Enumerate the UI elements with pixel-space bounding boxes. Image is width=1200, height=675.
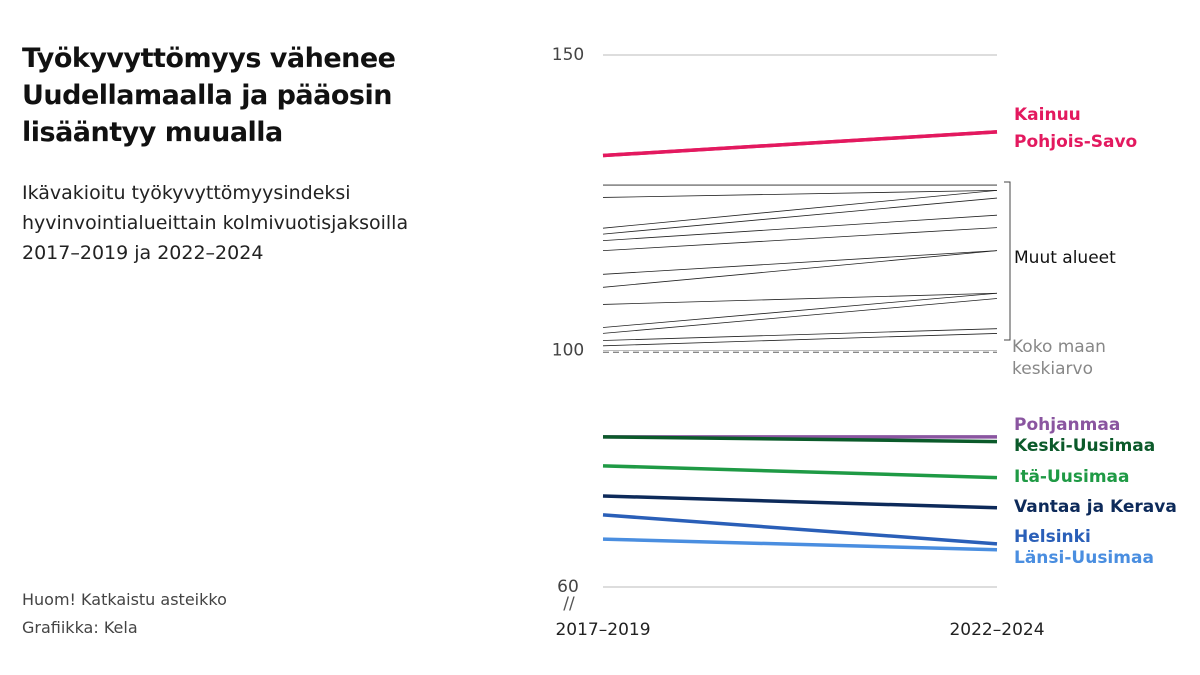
chart-title: Työkyvyttömyys vähenee Uudellamaalla ja … bbox=[22, 43, 396, 148]
series-label: Vantaa ja Kerava bbox=[1014, 497, 1177, 517]
series-line bbox=[602, 494, 998, 510]
series-label: Keski-Uusimaa bbox=[1014, 436, 1155, 456]
region-line bbox=[602, 292, 998, 305]
series-label: Pohjanmaa bbox=[1014, 415, 1120, 435]
region-line bbox=[602, 189, 998, 198]
note: Huom! Katkaistu asteikko bbox=[22, 590, 227, 609]
series-label: Länsi-Uusimaa bbox=[1014, 548, 1154, 568]
region-line bbox=[602, 328, 998, 341]
series-line bbox=[602, 464, 998, 480]
x-tick-label: 2017–2019 bbox=[555, 620, 650, 640]
series-line bbox=[602, 130, 998, 158]
region-line bbox=[602, 214, 998, 242]
y-tick-label: 100 bbox=[552, 341, 584, 361]
bracket bbox=[1004, 181, 1011, 341]
series-label: Kainuu bbox=[1014, 105, 1081, 125]
region-line bbox=[602, 227, 998, 252]
series-label: Itä-Uusimaa bbox=[1014, 467, 1130, 487]
note: Grafiikka: Kela bbox=[22, 618, 138, 637]
series-label: Pohjois-Savo bbox=[1014, 132, 1137, 152]
region-line bbox=[602, 298, 998, 334]
average-label-box: Koko maan keskiarvo bbox=[1012, 337, 1106, 379]
other-label: Muut alueet bbox=[1014, 248, 1116, 268]
series-line bbox=[602, 435, 998, 444]
y-tick-label: 60 bbox=[557, 577, 579, 597]
series-line bbox=[602, 513, 998, 546]
region-line bbox=[602, 333, 998, 347]
chart-subtitle: Ikävakioitu työkyvyttömyysindeksi hyvinv… bbox=[22, 182, 409, 264]
series-line bbox=[602, 537, 998, 552]
axis-break: // bbox=[563, 594, 575, 614]
region-line bbox=[602, 292, 998, 328]
region-line bbox=[602, 250, 998, 288]
y-tick-label: 150 bbox=[552, 45, 584, 65]
region-line bbox=[602, 197, 998, 235]
average-label: Koko maan keskiarvo bbox=[1012, 337, 1106, 379]
x-tick-label: 2022–2024 bbox=[949, 620, 1044, 640]
region-line bbox=[602, 189, 998, 229]
series-label: Helsinki bbox=[1014, 527, 1091, 547]
region-line bbox=[602, 250, 998, 275]
